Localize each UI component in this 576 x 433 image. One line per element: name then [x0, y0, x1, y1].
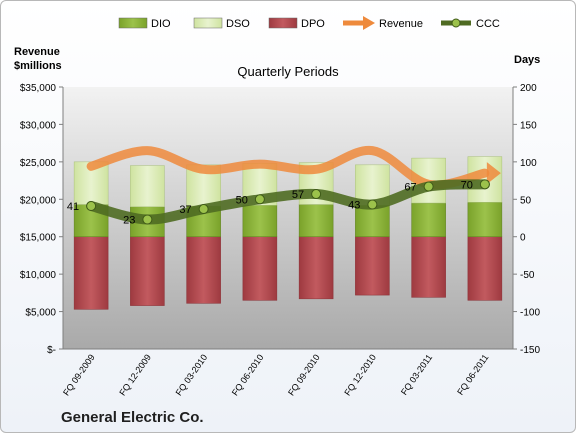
- bar-dpo: [467, 236, 503, 301]
- bar-dpo: [186, 236, 221, 304]
- right-tick-label: -50: [520, 270, 535, 281]
- left-axis-ticks: $35,000 $30,000 $25,000 $20,000 $15,000 $10,0…: [20, 83, 63, 356]
- revenue-arrowhead: [486, 162, 501, 185]
- ccc-data-label: 57: [292, 189, 304, 201]
- left-tick-label: $35,000: [20, 83, 57, 94]
- company-name: General Electric Co.: [61, 409, 204, 426]
- bar-dio: [467, 202, 503, 237]
- ccc-point: [198, 204, 209, 215]
- right-tick-label: 100: [520, 158, 537, 169]
- x-tick-label: FQ 09-2010: [286, 352, 322, 397]
- ccc-data-label: 23: [123, 214, 135, 226]
- x-tick-label: FQ 06-2011: [455, 352, 490, 397]
- left-tick-label: $5,000: [25, 308, 56, 319]
- legend-swatch-dio: [118, 17, 148, 29]
- ccc-data-label: 41: [67, 201, 79, 213]
- label-layer: 41 23 37 50 57 43 67 70: [67, 179, 473, 226]
- x-tick-label: FQ 12-2009: [117, 352, 153, 397]
- left-tick-label: $30,000: [20, 120, 57, 131]
- legend-swatch-dpo: [268, 17, 298, 29]
- legend-label-dso: DSO: [226, 18, 250, 30]
- revenue-line: [86, 146, 490, 190]
- chart-title: Quarterly Periods: [237, 64, 339, 79]
- line-layer: [86, 146, 501, 225]
- ccc-point: [367, 199, 378, 210]
- legend-label-dio: DIO: [151, 18, 171, 30]
- left-tick-label: $10,000: [20, 270, 57, 281]
- ccc-point: [86, 201, 97, 212]
- right-tick-label: 50: [520, 195, 532, 206]
- bar-dpo: [355, 236, 390, 296]
- x-tick-label: FQ 12-2010: [342, 352, 378, 397]
- legend-ccc-dot: [451, 18, 461, 28]
- right-axis-ticks: 200 150 100 50 0 -50 -100 -150: [513, 83, 540, 356]
- legend-arrowhead: [363, 16, 375, 30]
- bar-dpo: [73, 236, 109, 310]
- bar-dpo: [242, 236, 278, 301]
- left-axis-label-line2: $millions: [14, 60, 62, 72]
- legend-label-dpo: DPO: [301, 18, 325, 30]
- bar-dso: [130, 165, 165, 208]
- x-tick-label: FQ 06-2010: [230, 352, 266, 397]
- bar-dio: [298, 204, 334, 237]
- right-axis-label: Days: [514, 54, 540, 66]
- ccc-point: [311, 189, 322, 200]
- x-tick-label: FQ 03-2011: [399, 352, 434, 397]
- ccc-data-label: 50: [236, 194, 248, 206]
- left-tick-label: $25,000: [20, 158, 57, 169]
- left-tick-label: $-: [47, 345, 56, 356]
- ccc-point: [423, 181, 434, 192]
- ccc-point: [479, 179, 490, 190]
- x-tick-label: FQ 09-2009: [61, 352, 97, 397]
- right-tick-label: -100: [520, 308, 540, 319]
- right-tick-label: 0: [520, 233, 526, 244]
- ccc-data-label: 43: [348, 200, 360, 212]
- left-tick-label: $15,000: [20, 233, 57, 244]
- legend-swatch-dso: [193, 17, 223, 29]
- x-tick-label: FQ 03-2010: [174, 352, 210, 397]
- bar-dpo: [298, 236, 334, 300]
- bar-dio: [411, 202, 446, 237]
- ccc-point: [142, 214, 153, 225]
- legend-label-revenue: Revenue: [379, 18, 423, 30]
- right-tick-label: -150: [520, 345, 540, 356]
- bar-dio: [355, 205, 390, 237]
- bar-dio: [242, 205, 278, 237]
- right-tick-label: 150: [520, 120, 537, 131]
- ccc-data-label: 37: [179, 204, 191, 216]
- left-tick-label: $20,000: [20, 195, 57, 206]
- right-tick-label: 200: [520, 83, 537, 94]
- ccc-data-label: 70: [461, 179, 473, 191]
- bar-dpo: [130, 236, 165, 306]
- legend: DIO DSO DPO Revenue CCC: [118, 16, 500, 30]
- bar-dpo: [411, 236, 446, 298]
- ccc-point: [254, 194, 265, 205]
- x-axis-ticks: FQ 09-2009 FQ 12-2009 FQ 03-2010 FQ 06-2010…: [61, 352, 490, 397]
- left-axis-label-line1: Revenue: [14, 46, 60, 58]
- ccc-data-label: 67: [404, 182, 416, 194]
- legend-label-ccc: CCC: [476, 18, 500, 30]
